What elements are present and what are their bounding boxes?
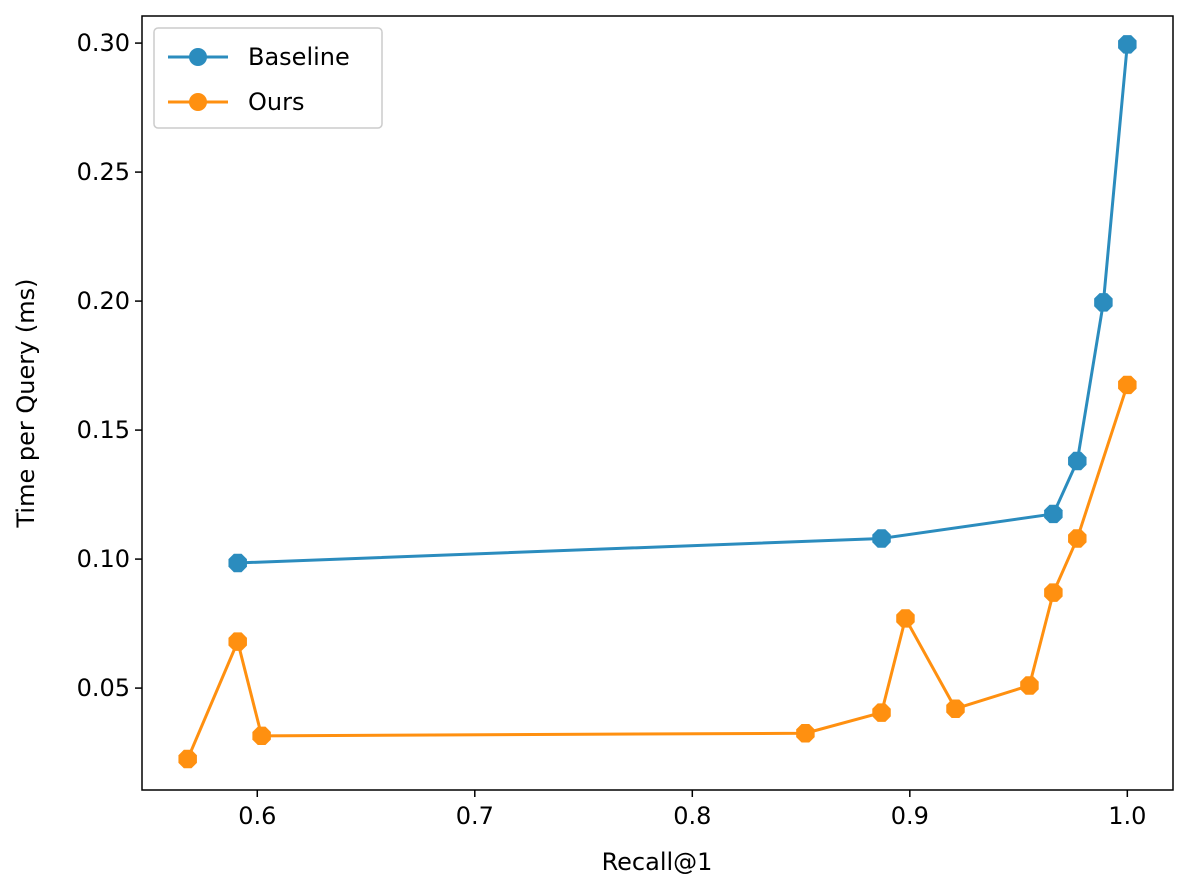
x-tick-label: 0.7	[456, 802, 494, 830]
y-tick-label: 0.30	[77, 29, 130, 57]
y-tick-label: 0.15	[77, 416, 130, 444]
series-line-baseline	[237, 44, 1129, 565]
x-tick-label: 0.6	[238, 802, 276, 830]
data-point-ours	[1044, 583, 1063, 602]
legend-marker-baseline	[189, 48, 207, 66]
data-point-ours	[178, 749, 197, 769]
data-point-ours	[252, 726, 271, 746]
x-axis-label: Recall@1	[602, 848, 713, 876]
plot-area	[141, 15, 1174, 791]
legend-marker-ours	[189, 93, 207, 111]
legend-label-baseline: Baseline	[248, 43, 350, 71]
y-axis: 0.05 0.10 0.15 0.20 0.25 0.30	[77, 29, 142, 702]
data-point-baseline	[872, 529, 891, 548]
data-point-ours	[796, 724, 815, 743]
y-tick-label: 0.05	[77, 674, 130, 702]
y-tick-label: 0.25	[77, 158, 130, 186]
legend: Baseline Ours	[153, 27, 383, 129]
data-point-baseline	[1118, 35, 1137, 54]
data-point-ours	[1068, 529, 1087, 548]
data-point-ours	[872, 703, 891, 722]
series-ours	[178, 375, 1137, 769]
data-point-baseline	[1094, 293, 1113, 312]
x-tick-label: 0.9	[891, 802, 929, 830]
legend-label-ours: Ours	[248, 88, 304, 116]
x-tick-label: 1.0	[1108, 802, 1146, 830]
y-tick-label: 0.10	[77, 545, 130, 573]
y-axis-label: Time per Query (ms)	[12, 278, 40, 528]
x-axis: 0.6 0.7 0.8 0.9 1.0	[238, 790, 1146, 830]
data-point-baseline	[1044, 504, 1063, 524]
data-point-baseline	[228, 553, 247, 573]
data-point-ours	[896, 609, 915, 628]
series-layer	[178, 35, 1137, 769]
data-point-baseline	[1068, 451, 1087, 471]
series-baseline	[228, 35, 1137, 573]
data-point-ours	[228, 632, 247, 651]
data-point-ours	[1118, 375, 1137, 395]
x-tick-label: 0.8	[673, 802, 711, 830]
data-point-ours	[1020, 676, 1039, 695]
data-point-ours	[946, 699, 965, 718]
y-tick-label: 0.20	[77, 287, 130, 315]
